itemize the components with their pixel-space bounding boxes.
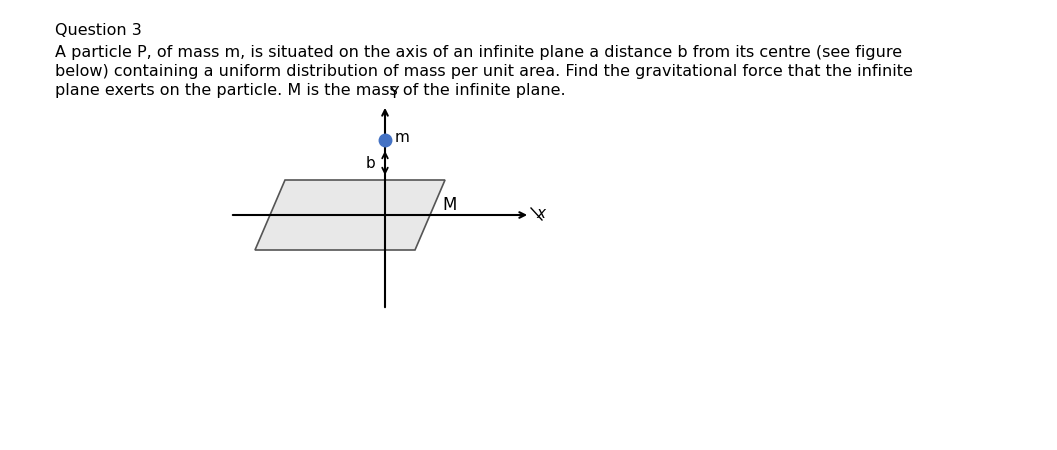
Text: Y: Y <box>389 86 398 101</box>
Text: plane exerts on the particle. M is the mass of the infinite plane.: plane exerts on the particle. M is the m… <box>55 83 565 98</box>
Text: M: M <box>443 196 458 214</box>
Text: m: m <box>395 130 410 145</box>
Text: below) containing a uniform distribution of mass per unit area. Find the gravita: below) containing a uniform distribution… <box>55 64 913 79</box>
Text: x: x <box>536 206 545 220</box>
Text: Question 3: Question 3 <box>55 23 142 38</box>
Text: b: b <box>366 156 375 171</box>
Text: A particle P, of mass m, is situated on the axis of an infinite plane a distance: A particle P, of mass m, is situated on … <box>55 45 902 60</box>
Polygon shape <box>255 180 445 250</box>
